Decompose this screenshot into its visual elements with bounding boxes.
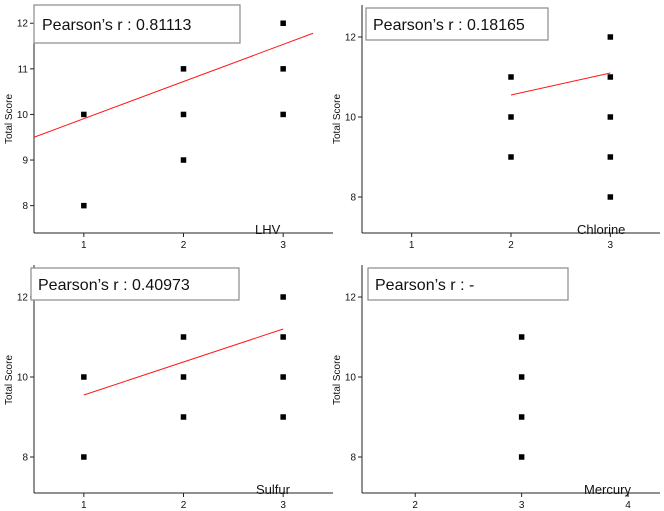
data-point [607,114,614,120]
x-tick-label: 3 [608,240,614,251]
x-tick-label: 2 [412,500,418,511]
regression-line [510,72,611,96]
regression-line [33,32,314,138]
y-tick-label: 12 [17,293,29,304]
data-point [508,154,514,160]
stat-box-top-left [33,4,241,44]
y-axis-label-bottom-left: Total Score [4,355,15,405]
pearson-r-label-top-right: Pearson’s r : 0.18165 [373,17,525,34]
stat-box-bottom-left [30,267,240,301]
data-point [518,334,525,340]
corner-label-bottom-right: Mercury [584,482,631,497]
data-point [81,111,87,118]
x-tick-label: 4 [625,500,631,511]
data-point [607,34,614,40]
y-axis-label-top-right: Total Score [332,94,343,144]
corner-label-bottom-left: Sulfur [256,482,291,497]
y-tick-label: 9 [22,156,28,167]
data-point [518,374,525,380]
data-point [81,374,87,380]
regression-line [83,328,284,396]
x-tick-label: 2 [181,240,187,251]
pearson-r-label-bottom-left: Pearson’s r : 0.40973 [38,277,190,294]
y-axis-label-top-left: Total Score [4,94,15,144]
x-tick-label: 1 [81,240,87,251]
data-point [607,154,614,160]
data-point [280,294,286,300]
data-point [180,334,187,340]
data-point [180,414,187,420]
data-point [280,66,286,72]
y-tick-label: 8 [22,453,28,464]
pearson-r-label-bottom-right: Pearson’s r : - [375,277,474,294]
panel-bottom-right: 2 3 4 8 10 12 [345,265,660,511]
y-tick-label: 8 [350,453,356,464]
stat-box-bottom-right [367,267,569,301]
y-axis-label-bottom-right: Total Score [332,355,343,405]
x-tick-label: 1 [409,240,415,251]
pearson-r-label-top-left: Pearson’s r : 0.81113 [42,17,192,34]
data-point [280,111,286,118]
data-point [518,414,525,420]
data-point [508,74,514,80]
y-tick-label: 11 [18,64,29,75]
y-tick-label: 10 [17,110,29,121]
y-tick-label: 10 [345,373,357,384]
data-point [180,374,187,380]
data-point [280,20,286,26]
data-point [508,114,514,120]
data-point [280,414,286,420]
corner-label-top-left: LHV [255,222,281,237]
y-tick-label: 8 [22,201,28,212]
y-tick-label: 10 [17,373,29,384]
x-tick-label: 3 [519,500,525,511]
corner-label-top-right: Chlorine [577,222,625,237]
y-tick-label: 12 [345,33,357,44]
y-tick-label: 12 [345,293,357,304]
x-tick-label: 2 [181,500,187,511]
data-point [607,74,614,80]
data-point [518,454,525,460]
data-point [280,374,286,380]
y-tick-label: 8 [350,193,356,204]
stat-box-top-right [365,7,549,41]
data-point [81,454,87,460]
data-point [280,334,286,340]
data-point [180,66,187,72]
x-tick-label: 3 [280,240,286,251]
data-point [607,194,614,200]
y-tick-label: 12 [17,19,29,30]
y-tick-label: 10 [345,113,357,124]
data-point [180,157,187,163]
data-point [180,111,187,118]
x-tick-label: 2 [508,240,514,251]
x-tick-label: 1 [81,500,87,511]
x-tick-label: 3 [280,500,286,511]
data-point [81,202,87,209]
